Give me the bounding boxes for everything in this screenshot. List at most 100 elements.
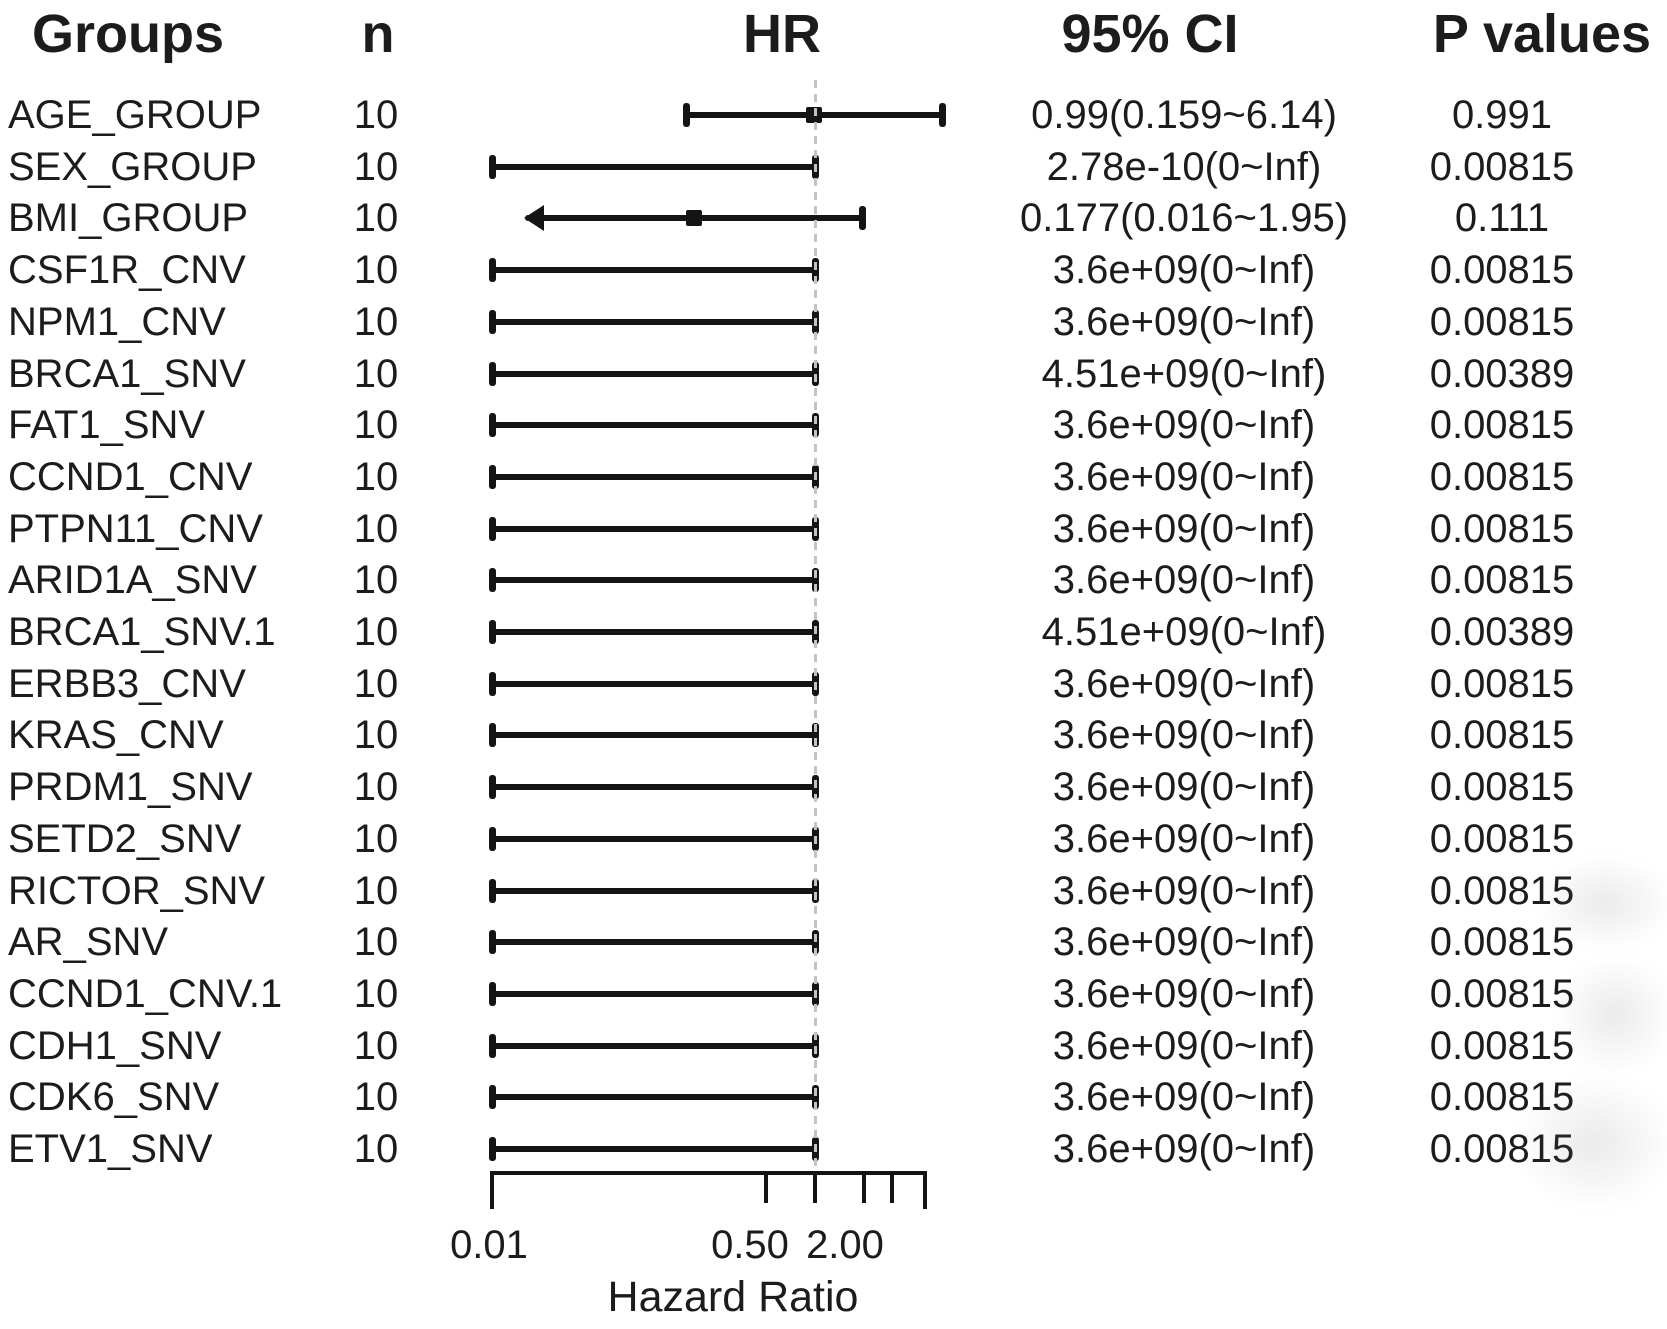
row-ci-value: 2.78e-10(0~Inf) xyxy=(1046,145,1322,189)
ci-bar-left-cap xyxy=(489,827,496,851)
ci-bar-left-cap xyxy=(489,620,496,644)
row-n-value: 10 xyxy=(353,610,399,654)
ci-bar-line xyxy=(492,939,815,945)
ci-bar-line xyxy=(492,577,815,583)
column-header-n: n xyxy=(361,4,395,64)
ci-bar-line xyxy=(492,422,815,428)
row-p-value: 0.00815 xyxy=(1429,248,1575,292)
row-n-value: 10 xyxy=(353,558,399,602)
row-ci-value: 3.6e+09(0~Inf) xyxy=(1052,403,1316,447)
row-ci-value: 3.6e+09(0~Inf) xyxy=(1052,1075,1316,1119)
ci-bar-line xyxy=(492,164,815,170)
row-group-label: PTPN11_CNV xyxy=(8,507,263,551)
row-p-value: 0.00815 xyxy=(1429,558,1575,602)
row-group-label: BRCA1_SNV.1 xyxy=(8,610,276,654)
ci-bar-right-cap xyxy=(939,103,946,127)
ci-bar-line xyxy=(492,474,815,480)
ci-bar-left-cap xyxy=(489,982,496,1006)
row-group-label: AGE_GROUP xyxy=(8,93,262,137)
row-group-label: FAT1_SNV xyxy=(8,403,206,447)
scan-artifact-smudge xyxy=(1515,1075,1667,1210)
x-axis-tick-label: 0.50 xyxy=(711,1223,789,1267)
row-group-label: BMI_GROUP xyxy=(8,196,249,240)
row-n-value: 10 xyxy=(353,972,399,1016)
row-ci-value: 3.6e+09(0~Inf) xyxy=(1052,558,1316,602)
column-header-ci: 95% CI xyxy=(1061,4,1239,64)
ci-bar-left-cap xyxy=(489,775,496,799)
x-axis-title: Hazard Ratio xyxy=(607,1273,859,1321)
scan-artifact-smudge xyxy=(1555,955,1667,1075)
row-p-value: 0.00815 xyxy=(1429,1075,1575,1119)
x-axis-tick xyxy=(813,1173,817,1203)
row-n-value: 10 xyxy=(353,1075,399,1119)
ci-bar-left-cap xyxy=(489,568,496,592)
x-axis-tick xyxy=(890,1173,894,1203)
row-ci-value: 3.6e+09(0~Inf) xyxy=(1052,713,1316,757)
row-n-value: 10 xyxy=(353,145,399,189)
row-group-label: RICTOR_SNV xyxy=(8,869,266,913)
row-ci-value: 3.6e+09(0~Inf) xyxy=(1052,817,1316,861)
ci-bar-line xyxy=(492,1146,815,1152)
row-p-value: 0.991 xyxy=(1451,93,1553,137)
row-group-label: CDK6_SNV xyxy=(8,1075,220,1119)
row-ci-value: 0.99(0.159~6.14) xyxy=(1031,93,1337,137)
ci-bar-left-cap xyxy=(489,930,496,954)
x-axis-tick xyxy=(764,1173,768,1203)
row-group-label: ARID1A_SNV xyxy=(8,558,257,602)
row-ci-value: 3.6e+09(0~Inf) xyxy=(1052,869,1316,913)
row-group-label: AR_SNV xyxy=(8,920,169,964)
scan-artifact-smudge xyxy=(1535,855,1667,950)
row-p-value: 0.00815 xyxy=(1429,869,1575,913)
row-p-value: 0.00815 xyxy=(1429,713,1575,757)
x-axis-tick xyxy=(923,1173,927,1209)
row-p-value: 0.00815 xyxy=(1429,662,1575,706)
row-p-value: 0.00815 xyxy=(1429,455,1575,499)
row-group-label: CDH1_SNV xyxy=(8,1024,222,1068)
row-ci-value: 3.6e+09(0~Inf) xyxy=(1052,248,1316,292)
row-n-value: 10 xyxy=(353,403,399,447)
x-axis-tick-label: 0.01 xyxy=(450,1223,528,1267)
row-n-value: 10 xyxy=(353,920,399,964)
row-ci-value: 3.6e+09(0~Inf) xyxy=(1052,507,1316,551)
row-n-value: 10 xyxy=(353,713,399,757)
column-header-groups: Groups xyxy=(32,4,225,64)
row-ci-value: 4.51e+09(0~Inf) xyxy=(1041,610,1327,654)
ci-bar-left-arrow xyxy=(524,205,544,231)
row-ci-value: 3.6e+09(0~Inf) xyxy=(1052,1127,1316,1171)
row-ci-value: 3.6e+09(0~Inf) xyxy=(1052,455,1316,499)
row-group-label: NPM1_CNV xyxy=(8,300,226,344)
row-group-label: CCND1_CNV.1 xyxy=(8,972,283,1016)
row-p-value: 0.111 xyxy=(1454,196,1550,240)
row-n-value: 10 xyxy=(353,248,399,292)
row-group-label: SETD2_SNV xyxy=(8,817,242,861)
row-ci-value: 3.6e+09(0~Inf) xyxy=(1052,972,1316,1016)
ci-bar-line xyxy=(492,629,815,635)
ci-bar-right-cap xyxy=(859,206,866,230)
ci-bar-line xyxy=(492,732,815,738)
ci-bar-line xyxy=(492,991,815,997)
row-ci-value: 3.6e+09(0~Inf) xyxy=(1052,765,1316,809)
reference-line-hr1 xyxy=(814,80,817,1173)
row-group-label: CCND1_CNV xyxy=(8,455,253,499)
ci-bar-left-cap xyxy=(489,1085,496,1109)
row-p-value: 0.00815 xyxy=(1429,920,1575,964)
row-p-value: 0.00815 xyxy=(1429,817,1575,861)
row-n-value: 10 xyxy=(353,1127,399,1171)
row-n-value: 10 xyxy=(353,455,399,499)
row-ci-value: 4.51e+09(0~Inf) xyxy=(1041,352,1327,396)
x-axis-tick-label: 2.00 xyxy=(806,1223,884,1267)
row-n-value: 10 xyxy=(353,352,399,396)
ci-bar-left-cap xyxy=(683,103,690,127)
row-p-value: 0.00815 xyxy=(1429,507,1575,551)
row-n-value: 10 xyxy=(353,869,399,913)
row-n-value: 10 xyxy=(353,817,399,861)
row-n-value: 10 xyxy=(353,196,399,240)
row-p-value: 0.00815 xyxy=(1429,1024,1575,1068)
x-axis-line xyxy=(490,1171,927,1175)
row-group-label: KRAS_CNV xyxy=(8,713,224,757)
ci-bar-line xyxy=(492,371,815,377)
ci-bar-left-cap xyxy=(489,465,496,489)
row-ci-value: 0.177(0.016~1.95) xyxy=(1019,196,1349,240)
row-ci-value: 3.6e+09(0~Inf) xyxy=(1052,1024,1316,1068)
